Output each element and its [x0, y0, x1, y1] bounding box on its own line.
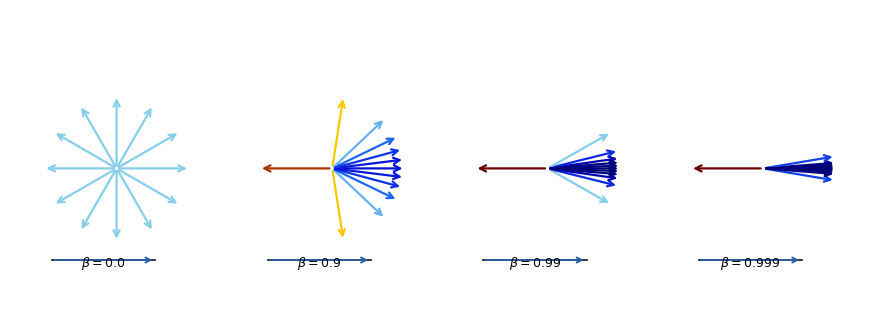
Text: $\beta = 0.99$: $\beta = 0.99$	[509, 255, 561, 272]
Text: $\beta = 0.0$: $\beta = 0.0$	[82, 255, 126, 272]
Text: $\beta = 0.999$: $\beta = 0.999$	[721, 255, 781, 272]
Text: $\beta = 0.9$: $\beta = 0.9$	[297, 255, 341, 272]
